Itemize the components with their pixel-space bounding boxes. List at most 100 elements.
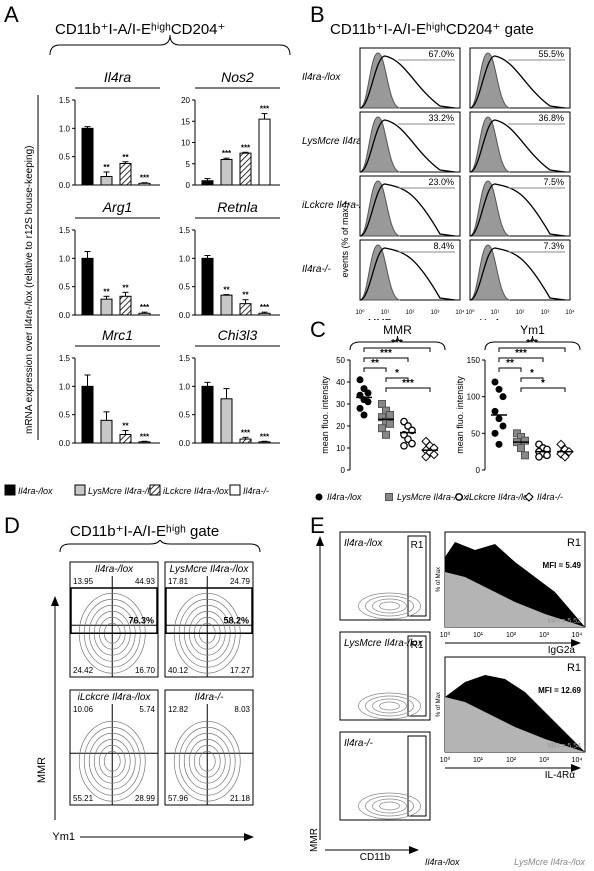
data-point <box>364 389 372 397</box>
mfi-x-arrow-head <box>571 764 581 772</box>
histogram-isotype <box>359 116 401 173</box>
data-point <box>556 439 566 450</box>
sig-label: *** <box>140 432 150 441</box>
scatter-brace <box>484 335 581 351</box>
data-point <box>429 449 439 460</box>
bar-chart-title: Mrc1 <box>102 327 133 343</box>
bar-chart-y-tick-label: 1.0 <box>179 254 191 263</box>
dot-plot-frame <box>339 731 431 821</box>
sig-label: *** <box>260 432 270 441</box>
gate-r1-label: R1 <box>411 540 424 551</box>
panel-d-title: CD11b⁺I-A/I-Eʰⁱᵍʰ gate <box>70 523 220 540</box>
x-arrow-head <box>244 833 254 841</box>
data-point <box>495 440 503 448</box>
scatter-y-tick-label: 0 <box>341 466 346 475</box>
sig-label: *** <box>515 348 527 359</box>
histogram-gate-value: 7.3% <box>543 241 564 251</box>
data-point <box>521 451 529 460</box>
histogram-stain <box>359 183 456 237</box>
bar-chart-y-tick-label: 0.5 <box>59 411 71 420</box>
histogram-ym1: 7.5% <box>469 175 571 237</box>
panel-b-svg: Il4ra-/lox 67.0% 55.5% LysMcre Il4ra-/lox 33… <box>302 47 575 320</box>
histogram-x-tick: 10³ <box>541 310 550 316</box>
panel-d-brace <box>59 540 261 553</box>
histogram-x-tick: 10² <box>516 310 525 316</box>
contour-ring <box>173 720 241 802</box>
panel-a-title: CD11b⁺I-A/I-EʰⁱᵍʰCD204⁺ <box>55 21 226 38</box>
gate-r1 <box>407 535 427 617</box>
sig-label: *** <box>241 428 251 437</box>
sig-label: ** <box>103 163 110 172</box>
quadrant-ll: 40.12 <box>168 666 189 675</box>
sig-label: *** <box>260 303 270 312</box>
quadrant-lr: 21.18 <box>230 794 251 803</box>
bar-chart-y-tick-label: 1.0 <box>59 124 71 133</box>
sig-label: ** <box>122 283 129 292</box>
histogram-ylabel: events (% of max.) <box>340 202 350 277</box>
bar <box>258 118 271 186</box>
sig-label: * <box>541 378 545 389</box>
bar-chart-y-tick-label: 1.5 <box>179 226 191 235</box>
e-x-arrow-head <box>409 846 419 854</box>
contour-plot: Il4ra-/- 12.82 8.03 57.96 21.18 <box>164 689 254 806</box>
quadrant-ll: 57.96 <box>168 794 189 803</box>
histogram-x-tick: 10¹ <box>381 310 390 316</box>
quadrant-ur: 8.03 <box>234 705 250 714</box>
panel-b-title: CD11b⁺I-A/I-EʰⁱᵍʰCD204⁺ gate <box>330 21 534 38</box>
sig-bracket <box>363 357 409 362</box>
histogram-isotype <box>359 244 401 301</box>
bar <box>81 127 94 186</box>
data-point <box>491 407 499 415</box>
mfi-x-tick: 10⁴ <box>572 632 583 639</box>
histogram-xlabel: MMR <box>368 318 392 320</box>
histogram-isotype <box>469 116 511 173</box>
quadrant-lr: 28.99 <box>135 794 156 803</box>
data-point <box>521 436 529 445</box>
quadrant-ul: 12.82 <box>168 705 189 714</box>
sig-bracket <box>520 377 544 382</box>
scatter-y-tick-label: 40 <box>336 378 345 387</box>
gate-value: 76.3% <box>128 615 154 625</box>
quadrant-lr: 16.70 <box>135 666 156 675</box>
scatter-y-tick-label: 50 <box>471 429 480 438</box>
dot-contour <box>358 592 421 620</box>
contour-ring <box>193 744 221 778</box>
bar-chart-y-tick-label: 1.0 <box>59 254 71 263</box>
legend-label: iLckcre Il4ra-/lox <box>163 486 229 496</box>
data-point <box>495 415 503 423</box>
mfi-histogram: R1 MFI = 12.69 MFI = 5.54 10⁰ 10¹ 10² 10³ 10⁴ IL… <box>436 656 586 781</box>
dot-plot-label: Il4ra-/lox <box>344 538 383 549</box>
mfi-grey-value: MFI = 5.54 <box>547 743 581 750</box>
bar <box>81 257 94 316</box>
legend-swatch <box>74 484 86 496</box>
sig-label: * <box>530 368 534 379</box>
contour-ring <box>188 738 226 784</box>
mfi-ylabel: % of Max <box>436 567 442 592</box>
histogram-x-tick: 10⁴ <box>565 309 575 316</box>
e-xlabel: CD11b <box>360 852 391 863</box>
quadrant-ur: 24.79 <box>230 577 251 586</box>
histogram-stain <box>359 119 456 173</box>
legend-swatch <box>4 484 16 496</box>
bar-chart-title: Arg1 <box>102 199 133 215</box>
bar-chart-y-tick-label: 1.5 <box>59 354 71 363</box>
panel-a-brace <box>49 34 291 56</box>
contour-ring <box>103 750 121 772</box>
bar <box>201 180 214 186</box>
quadrant-ur: 44.93 <box>135 577 156 586</box>
scatter-y-tick-label: 20 <box>336 422 345 431</box>
data-point <box>385 493 393 501</box>
bar-chart-y-tick-label: 0.5 <box>59 283 71 292</box>
data-point <box>386 411 394 419</box>
sig-label: ** <box>242 291 249 300</box>
histogram-isotype <box>469 180 511 237</box>
bar <box>258 441 271 444</box>
histogram-x-tick: 10¹ <box>491 310 500 316</box>
sig-bracket <box>498 357 544 362</box>
gate-r1 <box>407 635 427 717</box>
y-arrow-head <box>51 596 59 606</box>
